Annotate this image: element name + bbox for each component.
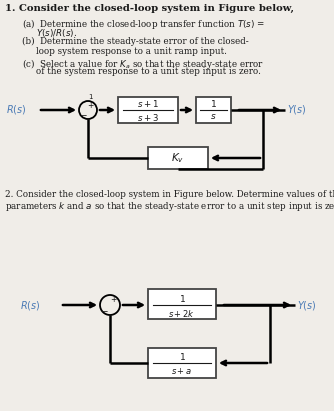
Text: $s+2k$: $s+2k$	[168, 308, 195, 319]
Bar	[148, 348, 216, 378]
Text: $K_v$: $K_v$	[171, 151, 185, 165]
Bar	[196, 97, 231, 123]
Text: 1: 1	[88, 94, 92, 100]
Text: $1$: $1$	[179, 351, 185, 362]
Bar	[118, 97, 178, 123]
Text: $s$: $s$	[210, 112, 217, 121]
Text: 2. Consider the closed-loop system in Figure below. Determine values of the: 2. Consider the closed-loop system in Fi…	[5, 190, 334, 199]
Text: $s+a$: $s+a$	[171, 366, 193, 376]
Text: −: −	[100, 307, 108, 316]
Text: 1. Consider the closed-loop system in Figure below,: 1. Consider the closed-loop system in Fi…	[5, 4, 294, 13]
Text: (a)  Determine the closed-loop transfer function $T(s)$ =: (a) Determine the closed-loop transfer f…	[22, 17, 265, 31]
Text: $Y(s)$: $Y(s)$	[287, 104, 307, 116]
Bar	[148, 289, 216, 319]
Text: parameters $k$ and $a$ so that the steady-state error to a unit step input is ze: parameters $k$ and $a$ so that the stead…	[5, 200, 334, 213]
Bar	[148, 147, 208, 169]
Text: (c)  Select a value for $K_a$ so that the steady-state error: (c) Select a value for $K_a$ so that the…	[22, 57, 264, 71]
Text: $R(s)$: $R(s)$	[20, 298, 40, 312]
Text: $R(s)$: $R(s)$	[6, 104, 27, 116]
Text: $s+1$: $s+1$	[137, 98, 159, 109]
Text: $1$: $1$	[210, 98, 217, 109]
Text: of the system response to a unit step input is zero.: of the system response to a unit step in…	[36, 67, 261, 76]
Text: loop system response to a unit ramp input.: loop system response to a unit ramp inpu…	[36, 47, 227, 56]
Text: (b)  Determine the steady-state error of the closed-: (b) Determine the steady-state error of …	[22, 37, 249, 46]
Text: $s+3$: $s+3$	[137, 112, 159, 123]
Text: $Y(s)$: $Y(s)$	[297, 298, 317, 312]
Text: −: −	[79, 111, 87, 120]
Text: $Y(s)/R(s)$.: $Y(s)/R(s)$.	[36, 27, 77, 39]
Text: +: +	[87, 101, 93, 109]
Text: +: +	[110, 295, 116, 303]
Text: $1$: $1$	[179, 293, 185, 304]
